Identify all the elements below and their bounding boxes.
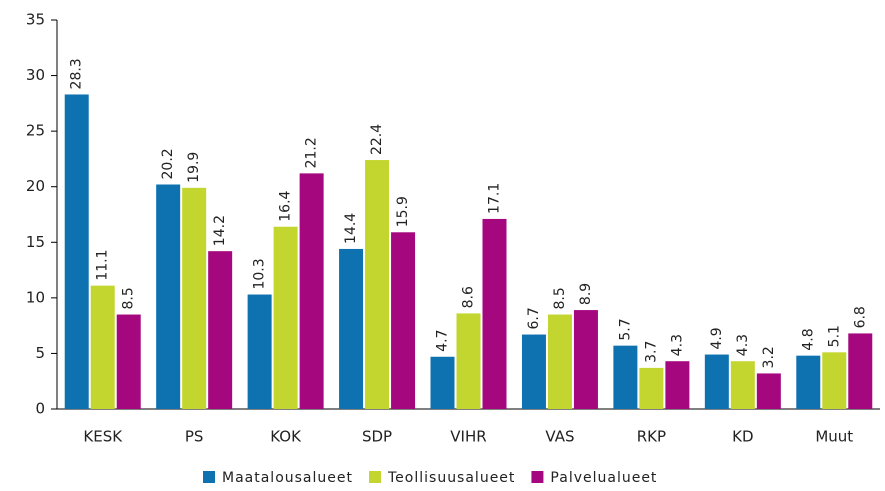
bar	[247, 294, 272, 409]
bar	[116, 314, 141, 409]
bar	[521, 334, 546, 409]
value-label: 28.3	[69, 58, 85, 89]
value-label: 3.7	[643, 341, 659, 363]
bar	[365, 160, 390, 409]
value-label: 15.9	[395, 196, 411, 227]
x-tick-label: Muut	[815, 428, 853, 446]
legend-label: Teollisuusalueet	[387, 470, 515, 486]
value-label: 14.4	[343, 213, 359, 244]
x-tick-label: VIHR	[450, 428, 486, 446]
bar	[456, 313, 481, 409]
bar	[339, 248, 364, 409]
value-label: 20.2	[160, 148, 176, 179]
y-tick-label: 35	[26, 11, 45, 29]
legend-label: Palvelualueet	[550, 470, 657, 486]
y-tick-label: 0	[35, 400, 45, 418]
bar	[613, 345, 638, 409]
value-label: 21.2	[304, 137, 320, 168]
value-label: 6.7	[526, 307, 542, 329]
bar	[639, 367, 664, 409]
bar	[665, 361, 690, 409]
bar	[704, 354, 729, 409]
value-label: 22.4	[369, 124, 385, 155]
value-label: 19.9	[186, 152, 202, 183]
bar	[796, 355, 821, 409]
bar	[208, 251, 233, 409]
value-label: 17.1	[487, 183, 503, 214]
bar	[156, 184, 181, 409]
y-tick-label: 5	[35, 344, 45, 362]
x-tick-label: KOK	[270, 428, 302, 446]
value-label: 6.8	[852, 306, 868, 328]
bar	[182, 187, 207, 409]
x-tick-label: SDP	[362, 428, 392, 446]
value-label: 11.1	[95, 249, 111, 280]
value-label: 10.3	[252, 258, 268, 289]
y-tick-label: 15	[26, 233, 45, 251]
y-tick-label: 30	[26, 66, 45, 84]
x-tick-label: KD	[732, 428, 753, 446]
legend-swatch	[203, 471, 215, 483]
value-label: 4.8	[800, 328, 816, 350]
value-label: 4.3	[669, 334, 685, 356]
bar	[430, 356, 455, 409]
value-label: 4.7	[435, 329, 451, 351]
legend-swatch	[531, 471, 544, 483]
legend-swatch	[369, 471, 381, 483]
value-label: 5.7	[617, 318, 633, 340]
value-label: 14.2	[212, 215, 228, 246]
bar	[482, 218, 507, 409]
bar	[822, 352, 847, 409]
y-tick-label: 20	[26, 177, 45, 195]
bar	[90, 285, 115, 409]
bar	[391, 232, 416, 409]
x-tick-label: PS	[185, 428, 204, 446]
legend-label: Maatalousalueet	[222, 470, 353, 486]
value-label: 5.1	[826, 325, 842, 347]
y-tick-label: 25	[26, 122, 45, 140]
value-label: 3.2	[761, 346, 777, 368]
value-label: 8.9	[578, 283, 594, 305]
bar	[547, 314, 572, 409]
x-tick-label: RKP	[637, 428, 666, 446]
value-label: 8.5	[121, 287, 137, 309]
value-label: 4.9	[709, 327, 725, 349]
bar	[64, 94, 89, 410]
value-label: 8.5	[552, 287, 568, 309]
x-tick-label: KESK	[83, 428, 123, 446]
value-label: 4.3	[735, 334, 751, 356]
y-tick-label: 10	[26, 288, 45, 306]
bar	[273, 226, 298, 409]
value-label: 8.6	[461, 286, 477, 308]
bar	[299, 173, 324, 409]
bar	[573, 310, 598, 409]
value-label: 16.4	[278, 190, 294, 221]
bar	[848, 333, 873, 409]
bar	[756, 373, 781, 409]
bar	[730, 361, 755, 409]
x-tick-label: VAS	[545, 428, 574, 446]
